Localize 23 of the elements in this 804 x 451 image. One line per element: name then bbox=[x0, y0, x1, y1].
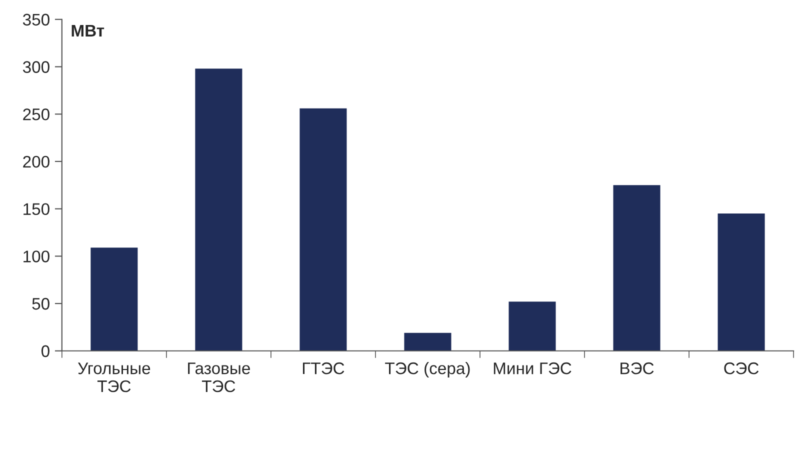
bar bbox=[195, 68, 242, 351]
bar bbox=[718, 214, 765, 351]
y-tick-label: 100 bbox=[24, 250, 50, 262]
y-tick-label: 50 bbox=[32, 298, 50, 310]
x-tick-label: Газовые ТЭС bbox=[188, 362, 250, 392]
bar bbox=[613, 185, 660, 351]
x-tick-label: ВЭС bbox=[620, 362, 654, 374]
y-tick-label: 0 bbox=[41, 345, 50, 358]
bar bbox=[90, 248, 138, 351]
y-tick-label: 250 bbox=[23, 108, 50, 120]
x-tick-label: ГТЭС bbox=[302, 362, 344, 374]
x-tick-label: Угольные ТЭС bbox=[78, 362, 150, 392]
y-tick-label: 350 bbox=[22, 14, 50, 26]
bar bbox=[508, 302, 556, 351]
y-tick-label: 150 bbox=[24, 203, 50, 216]
bar bbox=[300, 108, 347, 351]
y-axis-title: МВт bbox=[72, 24, 104, 36]
bar bbox=[404, 332, 452, 351]
x-tick-label: СЭС bbox=[724, 362, 759, 374]
y-tick-label: 200 bbox=[23, 156, 50, 168]
y-tick-label: 300 bbox=[22, 61, 50, 73]
x-tick-label: Мини ГЭС bbox=[494, 362, 572, 374]
x-tick-label: ТЭС (сера) bbox=[385, 362, 470, 378]
